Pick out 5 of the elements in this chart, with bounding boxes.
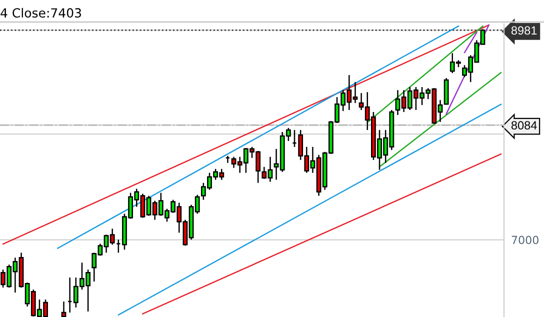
- text: 4 Close:7403: [0, 8, 81, 18]
- y-tick-label: 8084: [511, 121, 537, 130]
- candlestick: [61, 300, 66, 317]
- y-tick-label: 8981: [511, 26, 537, 35]
- y-tick-label: 7000: [512, 236, 538, 244]
